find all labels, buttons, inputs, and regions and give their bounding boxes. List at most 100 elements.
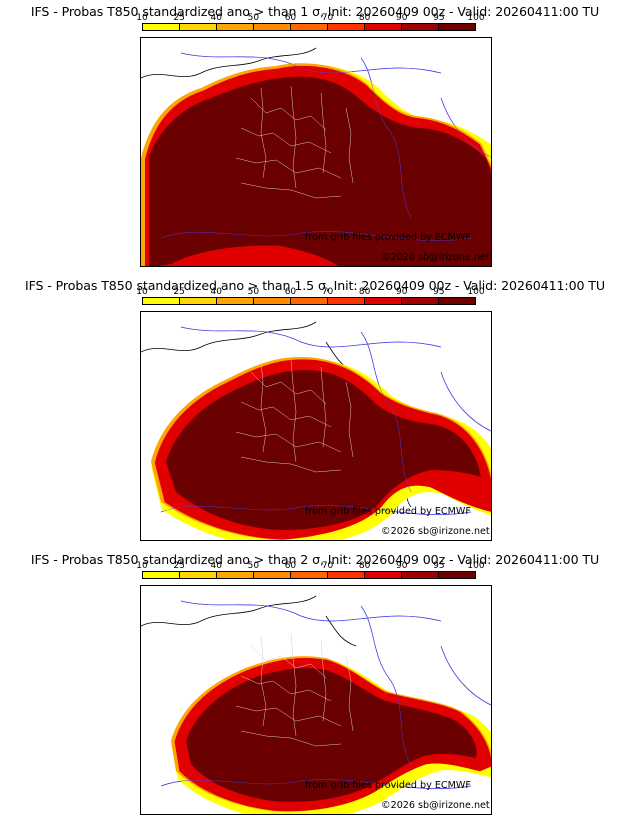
source-credit: from grib files provided by ECMWF (305, 780, 471, 791)
legend-tick-label: 90 (396, 13, 408, 23)
legend-tick-label: 100 (467, 13, 485, 23)
legend-swatch (365, 298, 402, 304)
legend-ticks: 10 25 40 50 60 70 80 90 95 100 (136, 13, 484, 23)
department-line (250, 371, 327, 405)
border-line-overlay (160, 505, 472, 515)
panel-title: IFS - Probas T850 standardized ano > tha… (30, 4, 600, 19)
legend-tick-label: 70 (321, 13, 334, 23)
coastline (325, 615, 357, 647)
legend-swatch (217, 298, 254, 304)
border-line (440, 645, 491, 706)
border-line-overlay (440, 371, 491, 432)
border-line-overlay (360, 331, 412, 493)
legend-tick-label: 60 (284, 287, 297, 297)
legend-tick-label: 40 (210, 561, 222, 571)
department-line (235, 431, 342, 453)
legend-swatch (328, 572, 365, 578)
legend-tick-label: 90 (396, 561, 408, 571)
legend-tick-label: 25 (173, 561, 185, 571)
border-line-overlay (440, 645, 491, 706)
border-line (180, 600, 442, 622)
department-line (320, 92, 327, 174)
legend-swatch (291, 298, 328, 304)
legend-swatch (365, 24, 402, 30)
legend-tick-label: 40 (210, 13, 222, 23)
border-line-overlay (360, 57, 412, 219)
legend-swatch (439, 572, 475, 578)
coastline (141, 595, 317, 627)
legend-tick-label: 95 (433, 561, 445, 571)
legend-swatch (291, 24, 328, 30)
prob-band-core (186, 668, 477, 802)
legend-swatch (402, 24, 439, 30)
border-line (180, 326, 442, 348)
legend-tick-label: 60 (284, 561, 297, 571)
legend-swatch (143, 572, 180, 578)
map-canvas (141, 595, 491, 814)
legend-swatch (254, 24, 291, 30)
department-line (290, 359, 297, 463)
legend-swatch (365, 572, 402, 578)
map-panel-3: IFS - Probas T850 standardized ano > tha… (0, 548, 630, 818)
department-line (235, 157, 342, 179)
legend-tick-label: 10 (136, 561, 148, 571)
map-panel-2: IFS - Probas T850 standardized ano > tha… (0, 274, 630, 544)
probability-map: from grib files provided by ECMWF ©2026 … (140, 585, 492, 815)
legend-tick-label: 80 (358, 561, 371, 571)
legend-tick-label: 60 (284, 13, 297, 23)
legend-colorbar (142, 297, 476, 305)
department-line (290, 85, 297, 189)
legend-tick-label: 95 (433, 287, 445, 297)
legend-swatch (254, 572, 291, 578)
legend-ticks: 10 25 40 50 60 70 80 90 95 100 (136, 287, 484, 297)
department-line (320, 640, 327, 722)
legend-colorbar (142, 23, 476, 31)
map-canvas (141, 47, 491, 266)
map-panel-1: IFS - Probas T850 standardized ano > tha… (0, 0, 630, 270)
coastline (141, 47, 317, 79)
legend-swatch (180, 298, 217, 304)
department-line (250, 645, 327, 679)
border-line-overlay (160, 231, 472, 241)
border-line-overlay (180, 52, 442, 74)
legend-tick-label: 50 (247, 287, 260, 297)
legend-tick-label: 80 (358, 13, 371, 23)
department-line (240, 456, 342, 473)
legend-tick-label: 70 (321, 287, 334, 297)
legend-tick-label: 40 (210, 287, 222, 297)
copyright-credit: ©2026 sb@irizone.net (381, 526, 490, 537)
legend-swatch (291, 572, 328, 578)
legend-swatch (402, 572, 439, 578)
map-canvas (141, 321, 491, 540)
prob-band-core (166, 370, 481, 530)
legend-swatch (328, 298, 365, 304)
panel-title: IFS - Probas T850 standardized ano > tha… (24, 278, 606, 293)
legend-tick-label: 80 (358, 287, 371, 297)
department-line (260, 87, 267, 179)
legend-swatch (217, 572, 254, 578)
legend-swatch (217, 24, 254, 30)
legend-swatch (439, 298, 475, 304)
department-line (320, 366, 327, 448)
copyright-credit: ©2026 sb@irizone.net (381, 252, 490, 263)
coastline (141, 321, 317, 353)
legend-swatch (180, 572, 217, 578)
department-line (260, 635, 267, 727)
department-line (240, 675, 332, 702)
legend-swatch (143, 24, 180, 30)
department-line (345, 107, 354, 184)
legend-colorbar (142, 571, 476, 579)
legend-swatch (143, 298, 180, 304)
legend-tick-label: 90 (396, 287, 408, 297)
legend-ticks: 10 25 40 50 60 70 80 90 95 100 (136, 561, 484, 571)
department-line (290, 633, 297, 737)
department-line (250, 97, 327, 131)
legend-tick-label: 95 (433, 13, 445, 23)
department-line (240, 401, 332, 428)
legend-tick-label: 50 (247, 13, 260, 23)
source-credit: from grib files provided by ECMWF (305, 232, 471, 243)
department-line (240, 730, 342, 747)
legend-swatch (254, 298, 291, 304)
legend-swatch (402, 298, 439, 304)
border-line-overlay (180, 326, 442, 348)
